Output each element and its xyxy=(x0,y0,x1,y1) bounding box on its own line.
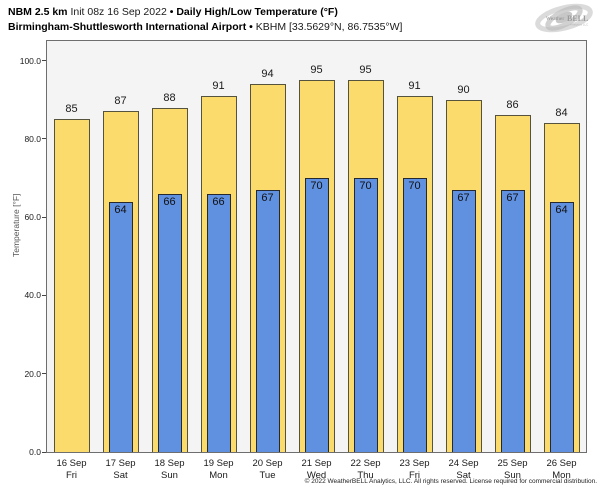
x-tick-date: 24 Sep xyxy=(448,458,479,469)
low-value-label: 67 xyxy=(261,191,274,204)
y-tick-label: 40.0 xyxy=(24,290,41,301)
high-value-label: 84 xyxy=(555,107,568,120)
logo-subtext: Analytics LLC xyxy=(570,23,589,27)
high-value-label: 94 xyxy=(261,68,274,81)
y-tick-mark xyxy=(42,451,46,453)
x-tick-label: 21 Sep Wed xyxy=(292,458,341,482)
logo-text-bell: BELL xyxy=(567,14,588,23)
y-tick-label: 100.0 xyxy=(19,55,41,66)
x-tick-day: Thu xyxy=(357,470,374,481)
product-name: Daily High/Low Temperature (°F) xyxy=(176,6,338,18)
station-name: Birmingham-Shuttlesworth International A… xyxy=(8,21,247,33)
x-tick-label: 18 Sep Sun xyxy=(145,458,194,482)
plot-area: Temperature [°F] 0.0 20.0 40.0 60.0 80.0 100.… xyxy=(11,40,587,481)
high-value-label: 95 xyxy=(310,64,323,77)
model-name: NBM 2.5 km xyxy=(8,6,68,18)
x-tick-date: 18 Sep xyxy=(154,458,185,469)
x-tick-day: Sat xyxy=(456,470,471,481)
x-tick-date: 22 Sep xyxy=(350,458,381,469)
low-temp-bar: 66 xyxy=(157,193,182,452)
low-value-label: 67 xyxy=(457,191,470,204)
low-value-label: 67 xyxy=(506,191,519,204)
x-tick-date: 26 Sep xyxy=(546,458,577,469)
x-tick-date: 25 Sep xyxy=(497,458,528,469)
x-tick-label: 19 Sep Mon xyxy=(194,458,243,482)
y-tick-mark xyxy=(42,60,46,62)
low-temp-bar: 70 xyxy=(304,178,329,452)
low-value-label: 66 xyxy=(163,195,176,208)
low-temp-bar: 70 xyxy=(353,178,378,452)
x-tick-day: Sun xyxy=(161,470,178,481)
logo-text-weather: Weather xyxy=(546,16,564,22)
x-tick-day: Mon xyxy=(552,470,571,481)
x-tick-label: 25 Sep Sun xyxy=(488,458,537,482)
station-id-coords: KBHM [33.5629°N, 86.7535°W] xyxy=(255,21,403,33)
copyright-notice: © 2022 WeatherBELL Analytics, LLC. All r… xyxy=(304,478,597,485)
x-tick-day: Fri xyxy=(408,470,421,481)
chart-title: NBM 2.5 km Init 08z 16 Sep 2022 • Daily … xyxy=(8,5,402,35)
low-value-label: 64 xyxy=(555,203,568,216)
x-tick-label: 20 Sep Tue xyxy=(243,458,292,482)
low-value-label: 64 xyxy=(114,203,127,216)
title-line-2: Birmingham-Shuttlesworth International A… xyxy=(8,20,402,35)
high-temp-bar xyxy=(53,119,90,452)
x-tick-day: Wed xyxy=(306,470,327,481)
x-tick-label: 17 Sep Sat xyxy=(96,458,145,482)
y-tick-label: 0.0 xyxy=(29,447,41,457)
x-tick-day: Tue xyxy=(259,470,276,481)
y-tick-label: 80.0 xyxy=(24,133,41,144)
x-tick-date: 17 Sep xyxy=(105,458,136,469)
x-tick-date: 21 Sep xyxy=(301,458,332,469)
high-value-label: 95 xyxy=(359,64,372,77)
separator-dot: • xyxy=(249,21,253,33)
separator-dot: • xyxy=(169,6,174,18)
low-temp-bar: 70 xyxy=(402,178,427,452)
high-value-label: 87 xyxy=(114,95,127,108)
init-time: Init 08z 16 Sep 2022 xyxy=(70,6,167,18)
x-tick-day: Fri xyxy=(65,470,78,481)
high-value-label: 88 xyxy=(163,91,176,104)
low-temp-bar: 67 xyxy=(500,189,525,452)
y-tick-label: 60.0 xyxy=(24,212,41,223)
x-tick-label: 22 Sep Thu xyxy=(341,458,390,482)
title-line-1: NBM 2.5 km Init 08z 16 Sep 2022 • Daily … xyxy=(8,5,402,20)
low-value-label: 70 xyxy=(408,180,421,192)
high-value-label: 91 xyxy=(408,79,421,92)
low-temp-bar: 64 xyxy=(549,201,574,452)
x-tick-day: Mon xyxy=(209,470,228,481)
y-tick-mark xyxy=(42,216,46,218)
high-value-label: 91 xyxy=(212,79,225,92)
x-tick-label: 23 Sep Fri xyxy=(390,458,439,482)
x-tick-date: 16 Sep xyxy=(56,458,87,469)
y-tick-mark xyxy=(42,138,46,140)
x-tick-day: Sun xyxy=(504,470,521,481)
low-value-label: 70 xyxy=(310,180,323,192)
weatherbell-logo-icon: Weather BELL Analytics LLC xyxy=(535,3,593,33)
x-tick-label: 24 Sep Sat xyxy=(439,458,488,482)
x-tick-date: 19 Sep xyxy=(203,458,234,469)
y-tick-mark xyxy=(42,294,46,296)
x-tick-date: 20 Sep xyxy=(252,458,283,469)
y-tick-label: 20.0 xyxy=(24,368,41,379)
x-tick-day: Sat xyxy=(113,470,128,481)
high-value-label: 90 xyxy=(457,83,470,96)
low-value-label: 70 xyxy=(359,180,372,192)
low-temp-bar: 64 xyxy=(108,201,133,452)
x-tick-label: 26 Sep Mon xyxy=(537,458,586,482)
x-tick-date: 23 Sep xyxy=(399,458,430,469)
high-value-label: 86 xyxy=(506,99,519,112)
high-value-label: 85 xyxy=(65,103,78,116)
low-temp-bar: 67 xyxy=(451,189,476,452)
y-axis-title: Temperature [°F] xyxy=(11,193,21,257)
low-temp-bar: 67 xyxy=(255,189,280,452)
low-value-label: 66 xyxy=(212,195,225,208)
low-temp-bar: 66 xyxy=(206,193,231,452)
x-tick-label: 16 Sep Fri xyxy=(47,458,96,482)
y-tick-mark xyxy=(42,373,46,375)
